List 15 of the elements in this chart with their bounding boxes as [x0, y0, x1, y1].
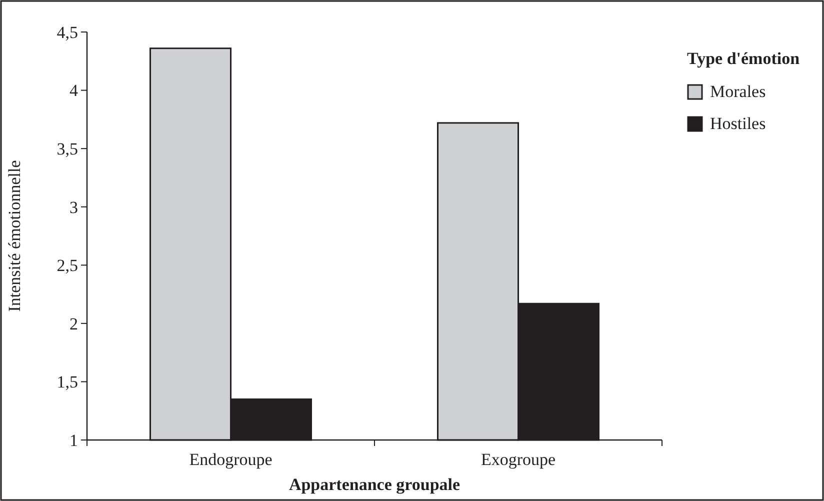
x-axis-title: Appartenance groupale — [288, 475, 461, 494]
legend-label: Hostiles — [710, 114, 766, 133]
y-tick-label: 1,5 — [56, 372, 78, 392]
y-tick-label: 4 — [70, 81, 78, 100]
y-tick-label: 2,5 — [56, 256, 78, 276]
legend-label: Morales — [710, 82, 766, 101]
y-tick-label: 4,5 — [56, 22, 78, 42]
y-tick-label: 2 — [70, 314, 78, 334]
y-axis-title: Intensité émotionnelle — [5, 160, 24, 312]
y-tick-label: 3,5 — [56, 140, 78, 159]
x-tick-label: Endogroupe — [189, 450, 272, 469]
legend-title: Type d'émotion — [687, 49, 800, 68]
y-tick-label: 1 — [70, 430, 78, 450]
x-tick-label: Exogroupe — [480, 450, 556, 469]
y-tick-label: 3 — [70, 198, 78, 217]
